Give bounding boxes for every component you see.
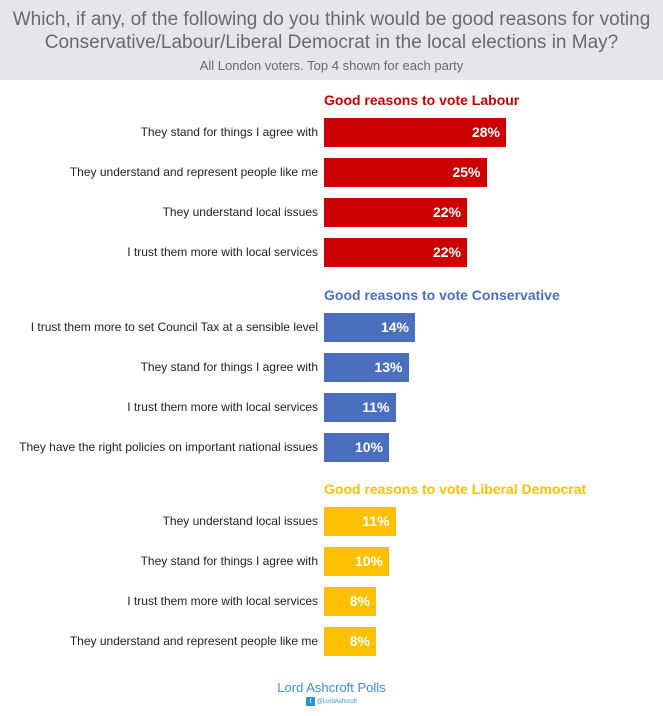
data-label: 11% xyxy=(362,399,390,415)
data-label: 25% xyxy=(452,164,481,180)
data-label: 22% xyxy=(432,204,461,220)
brand-name: Lord Ashcroft Polls xyxy=(277,680,386,695)
category-label: They understand local issues xyxy=(162,514,318,528)
category-label: I trust them more with local services xyxy=(127,594,318,608)
bar xyxy=(324,158,487,187)
data-label: 10% xyxy=(354,553,383,569)
chart-title: Which, if any, of the following do you t… xyxy=(12,9,651,53)
data-label: 14% xyxy=(380,319,409,335)
bar xyxy=(324,547,389,576)
bar xyxy=(324,587,376,616)
category-label: They understand and represent people lik… xyxy=(69,634,318,648)
twitter-icon: t xyxy=(306,697,316,706)
bar xyxy=(324,507,396,536)
category-label: They have the right policies on importan… xyxy=(19,440,318,454)
bar xyxy=(324,433,389,462)
bar xyxy=(324,313,415,342)
category-label: I trust them more to set Council Tax at … xyxy=(30,320,318,334)
footer: Lord Ashcroft Polls t @LordAshcroft xyxy=(0,680,663,706)
chart-header: Which, if any, of the following do you t… xyxy=(0,0,663,80)
category-label: They stand for things I agree with xyxy=(140,360,318,374)
data-label: 8% xyxy=(349,593,370,609)
data-label: 8% xyxy=(349,633,370,649)
bar xyxy=(324,353,409,382)
data-label: 13% xyxy=(374,359,403,375)
category-label: I trust them more with local services xyxy=(127,400,318,414)
bar xyxy=(324,627,376,656)
data-label: 22% xyxy=(432,244,461,260)
twitter-handle: @LordAshcroft xyxy=(316,699,357,706)
category-label: They understand local issues xyxy=(162,205,318,219)
data-label: 10% xyxy=(354,439,383,455)
category-label: They stand for things I agree with xyxy=(140,554,318,568)
category-label: I trust them more with local services xyxy=(127,245,318,259)
category-label: They understand and represent people lik… xyxy=(69,165,318,179)
group-heading: Good reasons to vote Labour xyxy=(324,92,520,108)
data-label: 11% xyxy=(362,513,390,529)
bar xyxy=(324,393,396,422)
category-label: They stand for things I agree with xyxy=(140,125,318,139)
bar xyxy=(324,198,467,227)
bar xyxy=(324,118,506,147)
group-heading: Good reasons to vote Conservative xyxy=(324,287,560,303)
group-heading: Good reasons to vote Liberal Democrat xyxy=(324,481,587,497)
chart-subtitle: All London voters. Top 4 shown for each … xyxy=(199,58,464,73)
data-label: 28% xyxy=(471,124,500,140)
bar xyxy=(324,238,467,267)
